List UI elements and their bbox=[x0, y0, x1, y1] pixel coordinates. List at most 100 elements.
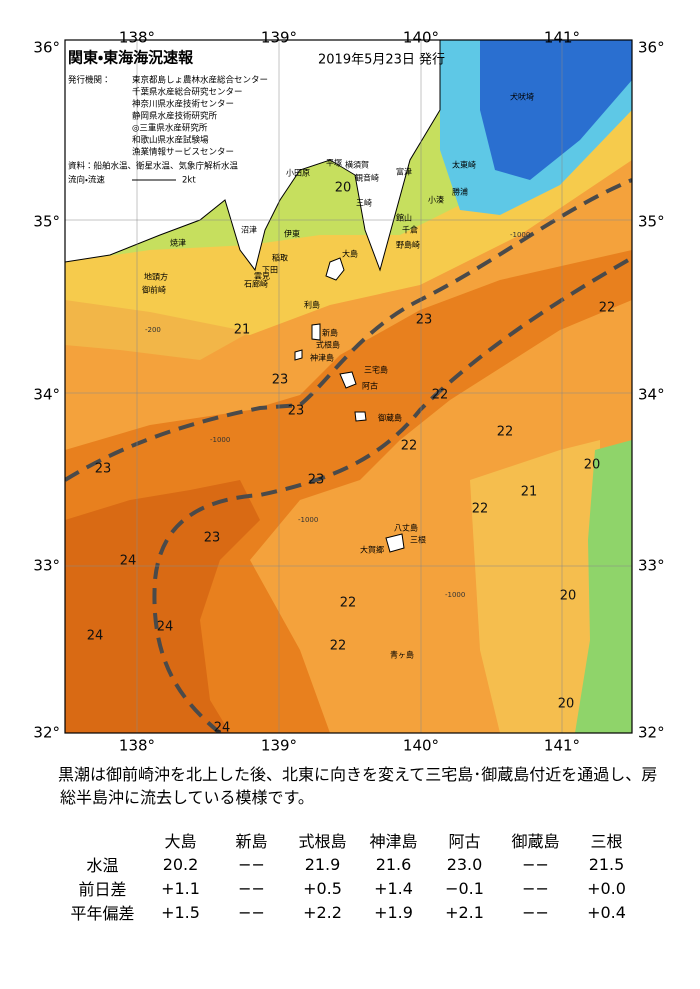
title: 関東・東海海況速報 bbox=[68, 49, 194, 67]
table-row: 平年偏差 +1.5 −− +2.2 +1.9 +2.1 −− +0.4 bbox=[60, 900, 642, 924]
isotherm: 20 bbox=[560, 589, 577, 604]
isotherm: 21 bbox=[521, 485, 538, 500]
column-header: 新島 bbox=[235, 832, 268, 851]
table-row: 前日差 +1.1 −− +0.5 +1.4 −0.1 −− +0.0 bbox=[60, 876, 642, 900]
cell: −− bbox=[522, 902, 549, 922]
lat-label: 32° bbox=[638, 724, 665, 742]
isotherm: 22 bbox=[599, 301, 616, 316]
isotherm: 23 bbox=[95, 462, 112, 477]
isotherm: 23 bbox=[416, 313, 433, 328]
place: 大賀郷 bbox=[360, 545, 384, 555]
cell: 21.5 bbox=[588, 854, 625, 874]
depth: -1000 bbox=[298, 516, 318, 524]
cell: +0.4 bbox=[587, 902, 626, 922]
lat-label: 32° bbox=[33, 724, 60, 742]
place: 稲取 bbox=[272, 253, 288, 263]
cell: +0.5 bbox=[303, 878, 342, 898]
issuer: 千葉県水産総合研究センター bbox=[132, 87, 243, 98]
cell: +2.1 bbox=[445, 902, 484, 922]
depth: -1000 bbox=[445, 591, 465, 599]
table-header: 大島 新島 式根島 神津島 阿古 御蔵島 三根 bbox=[60, 828, 642, 852]
place: 式根島 bbox=[316, 340, 340, 350]
place: 観音崎 bbox=[355, 173, 379, 183]
place: 平塚 bbox=[326, 159, 342, 168]
cell: 21.9 bbox=[304, 854, 341, 874]
isotherm: 21 bbox=[234, 323, 251, 338]
cell: 23.0 bbox=[446, 854, 483, 874]
isotherm: 24 bbox=[214, 721, 231, 736]
issuer: 東京都島しょ農林水産総合センター bbox=[132, 75, 268, 86]
place: 八丈島 bbox=[394, 523, 418, 533]
description: 黒潮は御前崎沖を北上した後、北東に向きを変えて三宅島･御蔵島付近を通過し、房総半… bbox=[58, 765, 658, 807]
place: 野島崎 bbox=[396, 240, 420, 250]
row-header: 前日差 bbox=[78, 880, 127, 899]
date: 2019年5月23日 発行 bbox=[318, 53, 445, 68]
cell: −− bbox=[238, 878, 265, 898]
place: 小湊 bbox=[428, 195, 444, 205]
row-header: 水温 bbox=[86, 856, 119, 875]
lat-label: 34° bbox=[33, 386, 60, 404]
isotherm-labels: 20 21 22 23 23 23 23 23 23 22 22 22 22 2… bbox=[87, 181, 616, 736]
place: 雲見 bbox=[254, 272, 270, 281]
isotherm: 22 bbox=[497, 425, 514, 440]
depth: -1000 bbox=[210, 436, 230, 444]
isotherm: 20 bbox=[584, 458, 601, 473]
place: 勝浦 bbox=[452, 187, 468, 197]
place: 大島 bbox=[342, 249, 358, 259]
place: 御前崎 bbox=[142, 285, 166, 295]
lon-label: 141° bbox=[544, 29, 580, 47]
lat-label: 35° bbox=[638, 213, 665, 231]
isotherm: 22 bbox=[330, 639, 347, 654]
isotherm: 22 bbox=[472, 502, 489, 517]
lon-label: 138° bbox=[119, 737, 155, 755]
lon-label: 139° bbox=[261, 29, 297, 47]
place: 千倉 bbox=[402, 225, 418, 235]
map-frame bbox=[64, 39, 633, 734]
place: 阿古 bbox=[362, 381, 378, 391]
cell: +0.0 bbox=[587, 878, 626, 898]
place: 沼津 bbox=[241, 225, 257, 235]
place: 三宅島 bbox=[364, 365, 388, 375]
lat-label: 34° bbox=[638, 386, 665, 404]
issuers: 発行機関： 東京都島しょ農林水産総合センター 千葉県水産総合研究センター 神奈川… bbox=[68, 75, 268, 186]
place: 伊東 bbox=[284, 229, 300, 239]
depth: -200 bbox=[145, 326, 161, 334]
place: 三根 bbox=[410, 535, 426, 545]
map: 138° 139° 140° 141° 138° 139° 140° 141° … bbox=[33, 29, 664, 755]
isotherm: 23 bbox=[308, 473, 325, 488]
place: 三崎 bbox=[356, 198, 372, 208]
corner bbox=[60, 828, 145, 852]
column-header: 大島 bbox=[164, 832, 197, 851]
place: 地頭方 bbox=[144, 272, 168, 282]
lon-label: 141° bbox=[544, 737, 580, 755]
lon-label: 140° bbox=[403, 737, 439, 755]
axis-labels: 138° 139° 140° 141° 138° 139° 140° 141° … bbox=[33, 29, 664, 755]
column-header: 式根島 bbox=[298, 832, 347, 851]
place: 神津島 bbox=[310, 353, 334, 363]
place: 太東崎 bbox=[452, 160, 476, 170]
column-header: 神津島 bbox=[369, 832, 418, 851]
place: 犬吠埼 bbox=[510, 92, 534, 102]
issuer: 静岡県水産技術研究所 bbox=[132, 111, 218, 122]
station-table: 大島 新島 式根島 神津島 阿古 御蔵島 三根 水温 20.2 −− 21.9 21.6… bbox=[60, 828, 642, 924]
place: 石廊崎 bbox=[244, 279, 268, 289]
place: 下田 bbox=[262, 266, 278, 275]
column-header: 三根 bbox=[590, 832, 623, 851]
place-names: 犬吠埼 太東崎 勝浦 小湊 館山 千倉 野島崎 富津 観音崎 横須賀 三崎 平塚… bbox=[142, 92, 534, 660]
issuer: 漁業情報サービスセンター bbox=[132, 147, 234, 158]
cell: +1.5 bbox=[161, 902, 200, 922]
sea-temperature bbox=[65, 40, 632, 733]
place: 新島 bbox=[322, 328, 338, 338]
column-header: 阿古 bbox=[448, 832, 481, 851]
place: 焼津 bbox=[170, 238, 186, 248]
depth-labels: -200 -1000 -1000 -1000 -1000 bbox=[145, 231, 530, 599]
cell: 20.2 bbox=[162, 854, 199, 874]
table-row: 水温 20.2 −− 21.9 21.6 23.0 −− 21.5 bbox=[60, 852, 642, 876]
issuer: 和歌山県水産試験場 bbox=[132, 135, 209, 146]
issuer: 神奈川県水産技術センター bbox=[132, 99, 234, 110]
isotherm: 24 bbox=[157, 620, 174, 635]
isotherm: 23 bbox=[272, 373, 289, 388]
place: 館山 bbox=[396, 213, 412, 223]
lat-label: 33° bbox=[638, 557, 665, 575]
